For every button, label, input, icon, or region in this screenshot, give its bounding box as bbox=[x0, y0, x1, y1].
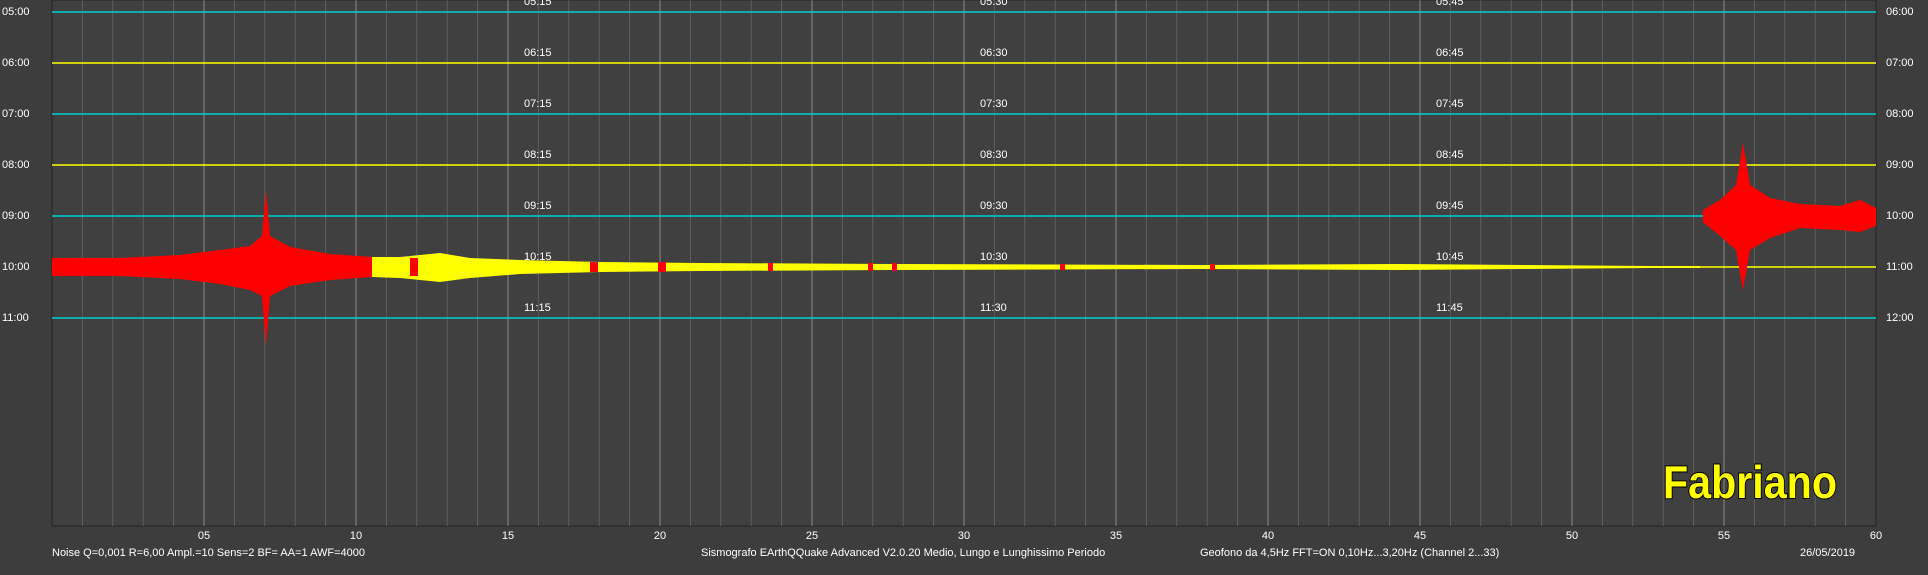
footer-software: Sismografo EArthQQuake Advanced V2.0.20 … bbox=[701, 547, 1105, 559]
quarter-label: 09:15 bbox=[524, 200, 552, 212]
row-end-label: 12:00 bbox=[1886, 312, 1914, 324]
row-start-label: 11:00 bbox=[2, 312, 29, 324]
x-tick-label: 55 bbox=[1718, 530, 1730, 542]
footer-sensor: Geofono da 4,5Hz FFT=ON 0,10Hz...3,20Hz … bbox=[1200, 547, 1499, 559]
x-tick-label: 15 bbox=[502, 530, 514, 542]
waveform bbox=[1703, 143, 1876, 290]
row-start-label: 06:00 bbox=[2, 57, 30, 69]
waveform-bursts bbox=[410, 258, 1215, 276]
x-tick-label: 35 bbox=[1110, 530, 1122, 542]
row-start-label: 08:00 bbox=[2, 159, 30, 171]
footer-settings: Noise Q=0,001 R=6,00 Ampl.=10 Sens=2 BF=… bbox=[52, 547, 365, 559]
row-end-label: 08:00 bbox=[1886, 108, 1914, 120]
x-tick-label: 05 bbox=[198, 530, 210, 542]
x-tick-label: 50 bbox=[1566, 530, 1578, 542]
row-end-label: 07:00 bbox=[1886, 57, 1914, 69]
quarter-label: 11:30 bbox=[980, 302, 1007, 314]
row-end-label: 10:00 bbox=[1886, 210, 1914, 222]
quarter-label: 06:30 bbox=[980, 47, 1008, 59]
row-start-label: 10:00 bbox=[2, 261, 30, 273]
station-name: Fabriano bbox=[1663, 456, 1837, 508]
traces: 05:00 06:00 05:15 05:30 05:45 06:00 07:00 06:15… bbox=[2, 0, 1914, 324]
quarter-label: 06:45 bbox=[1436, 47, 1464, 59]
row-end-label: 09:00 bbox=[1886, 159, 1914, 171]
row-start-label: 05:00 bbox=[2, 6, 30, 18]
footer-date: 26/05/2019 bbox=[1800, 547, 1855, 559]
quarter-label: 09:45 bbox=[1436, 200, 1464, 212]
row-start-label: 07:00 bbox=[2, 108, 30, 120]
quarter-label: 07:30 bbox=[980, 98, 1008, 110]
quarter-label: 05:15 bbox=[524, 0, 552, 8]
x-tick-label: 10 bbox=[350, 530, 362, 542]
quarter-label: 09:30 bbox=[980, 200, 1008, 212]
quarter-label: 08:45 bbox=[1436, 149, 1464, 161]
quarter-label: 05:30 bbox=[980, 0, 1008, 8]
quarter-label: 10:30 bbox=[980, 251, 1008, 263]
quarter-label: 10:45 bbox=[1436, 251, 1464, 263]
quarter-label: 11:45 bbox=[1436, 302, 1463, 314]
quarter-label: 06:15 bbox=[524, 47, 552, 59]
quarter-label: 08:30 bbox=[980, 149, 1008, 161]
quarter-label: 11:15 bbox=[524, 302, 551, 314]
quarter-label: 08:15 bbox=[524, 149, 552, 161]
waveform bbox=[372, 253, 1700, 282]
x-tick-label: 25 bbox=[806, 530, 818, 542]
quarter-label: 05:45 bbox=[1436, 0, 1464, 8]
x-tick-label: 40 bbox=[1262, 530, 1274, 542]
row-start-label: 09:00 bbox=[2, 210, 30, 222]
row-end-label: 06:00 bbox=[1886, 6, 1914, 18]
waveform bbox=[52, 190, 372, 346]
x-tick-label: 45 bbox=[1414, 530, 1426, 542]
x-tick-label: 30 bbox=[958, 530, 970, 542]
quarter-label: 07:45 bbox=[1436, 98, 1464, 110]
row-end-label: 11:00 bbox=[1886, 261, 1913, 273]
x-tick-label: 60 bbox=[1870, 530, 1882, 542]
quarter-label: 10:15 bbox=[524, 251, 552, 263]
x-tick-label: 20 bbox=[654, 530, 666, 542]
waveforms bbox=[52, 143, 1876, 346]
quarter-label: 07:15 bbox=[524, 98, 552, 110]
